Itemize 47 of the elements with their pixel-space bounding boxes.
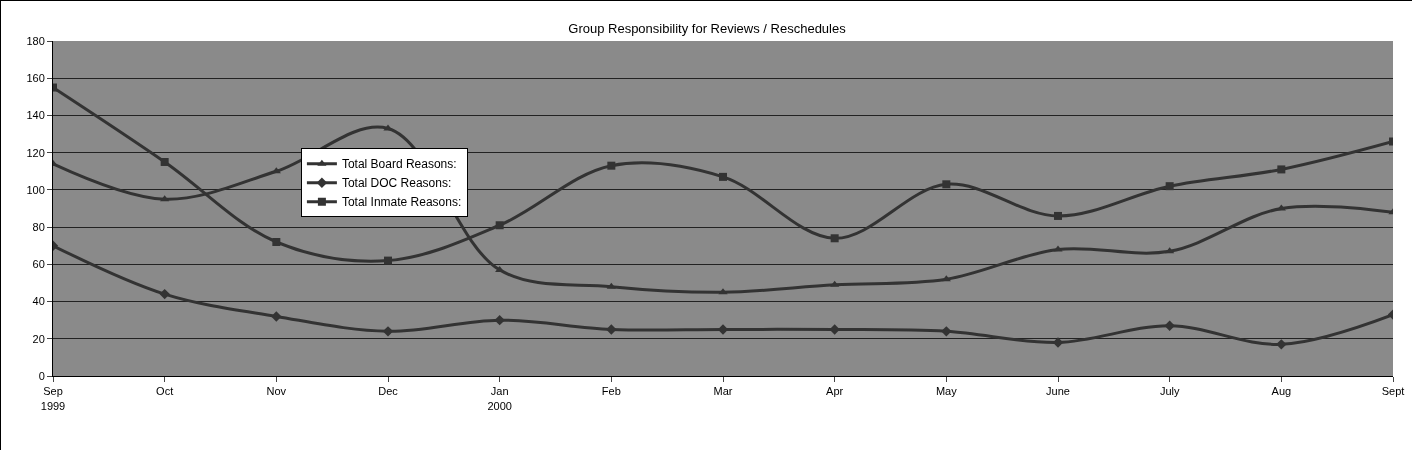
y-tick-label: 80 (32, 220, 45, 233)
y-tick-label: 180 (26, 34, 45, 47)
y-tick-label: 120 (26, 146, 45, 159)
x-tick-label: Nov (266, 385, 287, 398)
point (1276, 339, 1287, 350)
legend-label: Total Board Reasons: (341, 157, 457, 172)
x-tick-label: Dec (378, 385, 399, 398)
x-tick-label: Sep 1999 (40, 385, 66, 412)
point (830, 280, 840, 287)
x-tick-label: July (1159, 385, 1180, 398)
x-tick-label: Jan 2000 (487, 385, 512, 412)
y-tick-label: 140 (26, 109, 45, 122)
chart-title: Group Responsibility for Reviews / Reschedules (568, 20, 847, 36)
point (1277, 165, 1286, 174)
y-tick-label: 160 (26, 72, 45, 85)
y-tick-label: 60 (32, 258, 45, 271)
point (495, 221, 504, 230)
x-tick-label: Apr (826, 385, 844, 398)
point (159, 288, 170, 300)
point (1054, 211, 1062, 220)
legend-label: Total Inmate Reasons: (341, 195, 462, 210)
y-tick-label: 0 (38, 369, 45, 382)
point (606, 324, 617, 335)
point (607, 161, 616, 170)
point (830, 234, 839, 243)
point (160, 157, 169, 166)
point (941, 275, 951, 282)
point (942, 180, 951, 189)
x-tick-label: May (935, 385, 958, 398)
x-tick-label: June (1046, 385, 1070, 398)
x-tick-label: Oct (156, 385, 174, 398)
point (272, 238, 281, 246)
x-tick-label: Mar (713, 385, 733, 398)
y-tick-label: 100 (26, 183, 45, 196)
point (1164, 320, 1175, 331)
y-tick-label: 40 (32, 295, 45, 308)
point (384, 256, 392, 265)
x-tick-label: Aug (1271, 385, 1292, 398)
point (719, 172, 727, 181)
point (160, 195, 170, 202)
x-tick-label: Sept (1381, 385, 1405, 398)
x-tick-label: Feb (601, 385, 621, 398)
y-tick-label: 20 (32, 332, 45, 345)
point (606, 282, 616, 289)
point (1165, 182, 1174, 191)
point (271, 311, 282, 322)
legend-label: Total DOC Reasons: (341, 176, 452, 191)
